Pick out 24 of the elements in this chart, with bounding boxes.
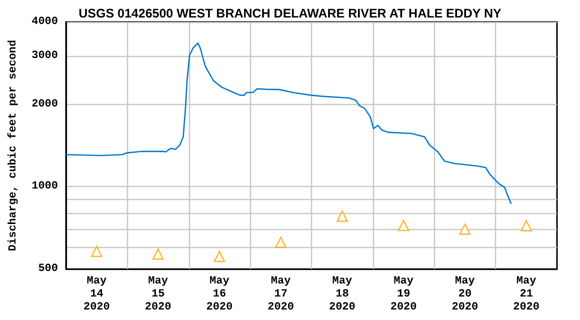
chart-title: USGS 01426500 WEST BRANCH DELAWARE RIVER AT HALE EDDY NY <box>78 6 502 20</box>
point <box>398 220 410 232</box>
y-tick-label: 3000 <box>32 50 58 62</box>
y-tick-label: 1000 <box>32 180 58 193</box>
x-tick-label: May 21 2020 <box>513 276 540 314</box>
y-tick-label: 4000 <box>32 16 58 28</box>
point <box>520 220 532 232</box>
point <box>214 250 226 262</box>
x-tick-label: May 15 2020 <box>144 276 172 314</box>
x-tick-label: May 20 2020 <box>452 276 478 314</box>
point <box>459 224 471 235</box>
y-tick-label: 500 <box>38 263 58 275</box>
x-tick-label: May 17 2020 <box>268 276 294 314</box>
x-tick-label: May 14 2020 <box>83 276 110 314</box>
line-series <box>65 42 512 205</box>
y-tick-label: 2000 <box>32 98 58 110</box>
point <box>275 236 286 248</box>
point <box>336 210 348 222</box>
point <box>91 246 102 258</box>
y-axis-title: Discharge, cubic feet per second <box>6 40 20 252</box>
point <box>152 248 164 260</box>
x-tick-label: May 19 2020 <box>390 276 417 314</box>
x-tick-label: May 16 2020 <box>206 276 233 314</box>
x-tick-label: May 18 2020 <box>328 276 356 314</box>
